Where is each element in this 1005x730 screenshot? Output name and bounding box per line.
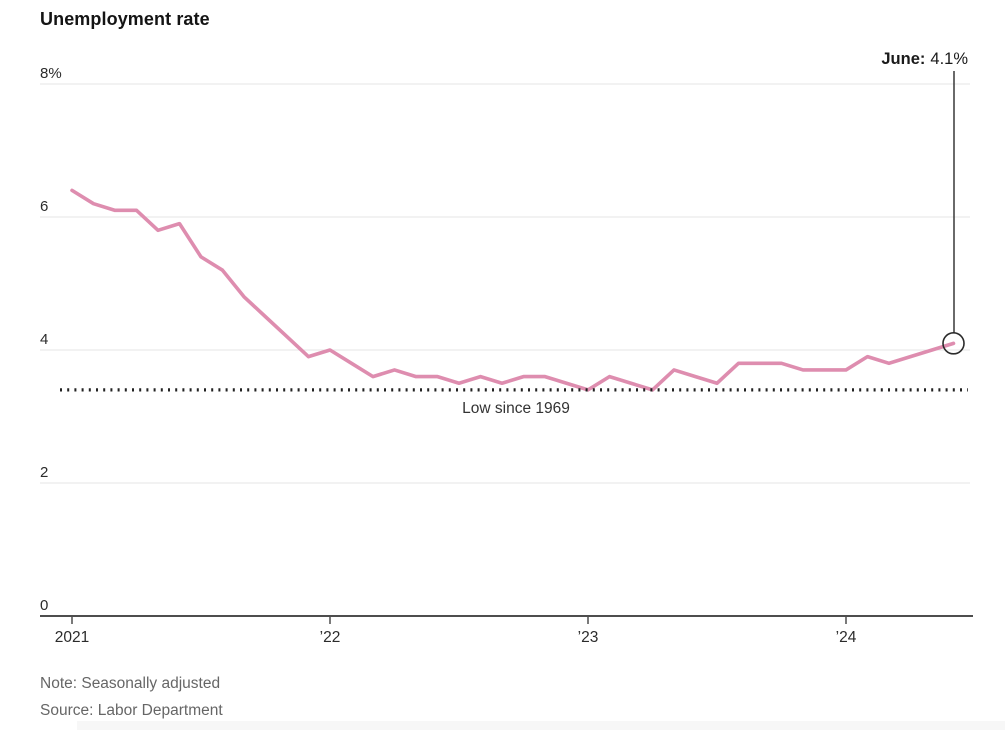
source-line: Source: Labor Department [40,702,223,719]
latest-point-marker [942,332,965,355]
latest-point-annotation: June: 4.1% [881,50,968,69]
x-tick-label: 2021 [55,629,89,646]
y-tick-label: 4 [40,331,48,348]
reference-line-label: Low since 1969 [462,400,570,417]
x-tick-label: ’23 [578,629,599,646]
x-tick-label: ’22 [320,629,341,646]
y-tick-label: 6 [40,198,48,215]
annotation-value: 4.1% [930,50,968,68]
y-tick-label: 0 [40,597,48,614]
x-tick-label: ’24 [836,629,857,646]
y-tick-label: 2 [40,464,48,481]
chart-footnotes: Note: Seasonally adjusted Source: Labor … [40,670,223,724]
note-line: Note: Seasonally adjusted [40,675,221,692]
bottom-divider-strip [77,721,1005,730]
annotation-month-label: June: [881,50,926,68]
unemployment-trend-line [70,188,956,392]
y-tick-label: 8% [40,65,62,82]
chart-title: Unemployment rate [40,9,210,29]
